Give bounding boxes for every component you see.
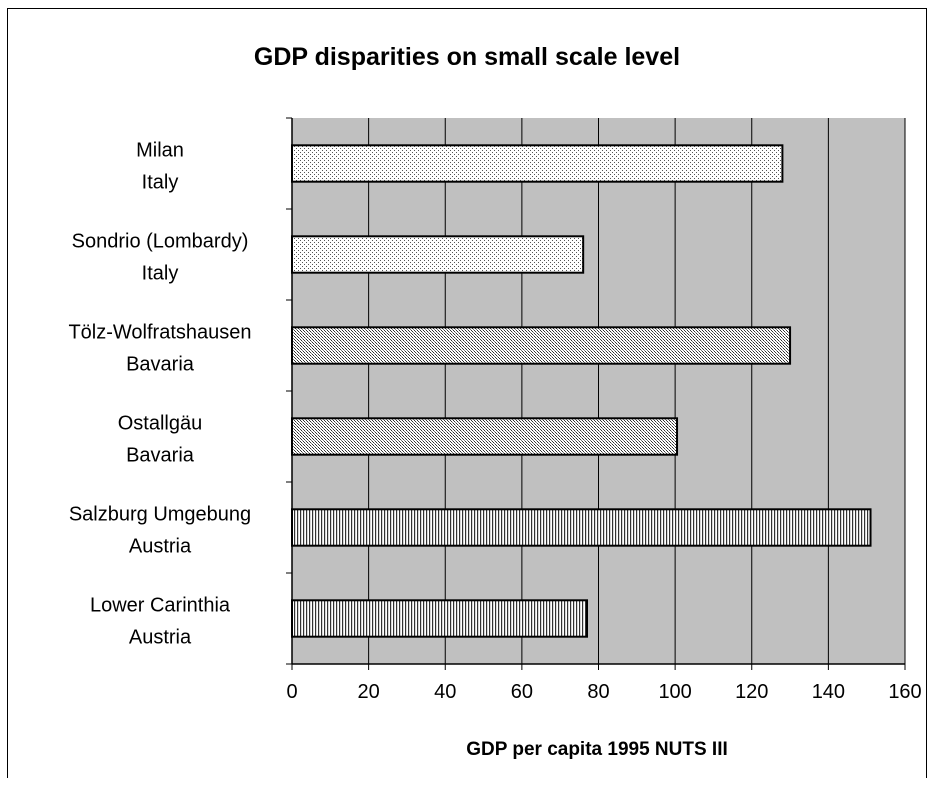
bars-group	[291, 144, 872, 638]
bar-2	[291, 326, 792, 365]
x-tick-label-1: 20	[358, 681, 380, 703]
category-label-1-region: Italy	[142, 263, 179, 285]
bar-1	[291, 235, 585, 274]
chart-title: GDP disparities on small scale level	[254, 43, 680, 71]
x-tick-label-2: 40	[434, 681, 456, 703]
category-label-2-name: Tölz-Wolfratshausen	[68, 322, 251, 344]
category-label-1-name: Sondrio (Lombardy)	[72, 231, 249, 253]
category-label-4-region: Austria	[129, 536, 192, 558]
category-label-5-name: Lower Carinthia	[90, 595, 231, 617]
x-tick-label-4: 80	[587, 681, 609, 703]
category-label-2-region: Bavaria	[126, 354, 195, 376]
gridlines	[368, 118, 906, 664]
x-axis-label: GDP per capita 1995 NUTS III	[466, 739, 728, 760]
x-tick-labels: 0 20 40 60 80 100 120 140 160	[286, 681, 921, 703]
bar-4	[291, 508, 872, 547]
axes-group	[286, 117, 906, 670]
x-tick-label-3: 60	[511, 681, 533, 703]
x-tick-label-7: 140	[812, 681, 845, 703]
bar-3	[291, 417, 679, 456]
bar-5	[291, 599, 589, 638]
x-tick-label-5: 100	[658, 681, 691, 703]
x-tick-label-6: 120	[735, 681, 768, 703]
category-label-0-name: Milan	[136, 140, 184, 162]
category-label-3-region: Bavaria	[126, 445, 195, 467]
category-label-3-name: Ostallgäu	[118, 413, 203, 435]
chart-frame	[7, 8, 927, 778]
x-tick-label-0: 0	[286, 681, 297, 703]
category-label-5-region: Austria	[129, 627, 192, 649]
category-label-0-region: Italy	[142, 172, 179, 194]
x-tick-label-8: 160	[888, 681, 921, 703]
bar-0	[291, 144, 784, 183]
category-label-4-name: Salzburg Umgebung	[69, 504, 251, 526]
y-category-labels: Milan Italy Sondrio (Lombardy) Italy Tölz-Wo…	[68, 140, 251, 649]
